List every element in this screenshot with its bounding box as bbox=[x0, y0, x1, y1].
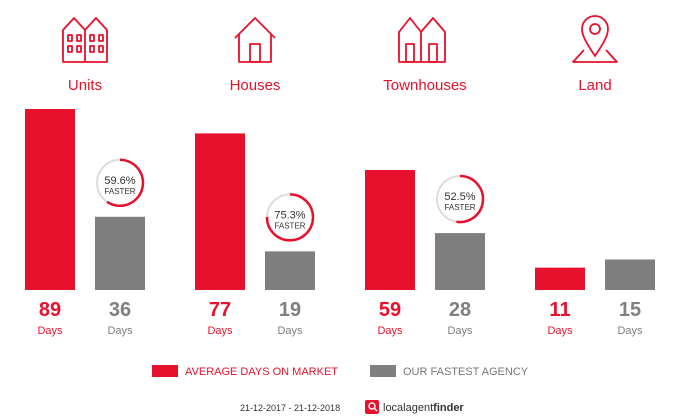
bar-fastest-agency bbox=[95, 216, 145, 290]
value-label: 28 bbox=[449, 299, 471, 321]
faster-percent: 52.5% bbox=[444, 191, 475, 203]
faster-percent: 59.6% bbox=[104, 175, 135, 187]
value-label: 59 bbox=[379, 299, 401, 321]
bar-average-days bbox=[195, 133, 245, 290]
value-label: 11 bbox=[549, 299, 570, 321]
value-label: 36 bbox=[109, 299, 131, 321]
brand-name: localagentfinder bbox=[383, 402, 464, 414]
faster-label: FASTER bbox=[104, 187, 135, 196]
legend-label-avg: AVERAGE DAYS ON MARKET bbox=[185, 366, 338, 378]
faster-percent: 75.3% bbox=[274, 209, 305, 221]
legend-label-agency: OUR FASTEST AGENCY bbox=[403, 366, 529, 378]
category-icons bbox=[62, 15, 618, 63]
category-labels: Units Houses Townhouses Land bbox=[68, 77, 612, 94]
unit-label: Days bbox=[37, 325, 63, 337]
gauge-arc bbox=[106, 158, 145, 207]
unit-label: Days bbox=[547, 325, 573, 337]
gauge-arc bbox=[456, 174, 485, 224]
bar-average-days bbox=[365, 170, 415, 290]
house-icon bbox=[234, 17, 276, 63]
brand-icon bbox=[365, 400, 379, 414]
legend-swatch-avg bbox=[152, 365, 178, 377]
faster-label: FASTER bbox=[444, 203, 475, 212]
unit-label: Days bbox=[107, 325, 133, 337]
value-label: 15 bbox=[619, 299, 641, 321]
land-pin-icon bbox=[572, 15, 618, 63]
unit-label: Days bbox=[617, 325, 643, 337]
legend: AVERAGE DAYS ON MARKET OUR FASTEST AGENC… bbox=[152, 365, 529, 378]
faster-gauge: 52.5%FASTER bbox=[434, 173, 486, 226]
faster-gauge: 75.3%FASTER bbox=[264, 191, 316, 244]
footer: 21-12-2017 - 21-12-2018 localagentfinder bbox=[240, 400, 464, 414]
bar-fastest-agency bbox=[265, 251, 315, 290]
value-labels: 89 Days 36 Days 77 Days 19 Days 59 Days 28 Days 11 Da… bbox=[37, 299, 643, 337]
unit-label: Days bbox=[277, 325, 303, 337]
category-label: Land bbox=[578, 77, 611, 94]
townhouses-icon bbox=[398, 17, 446, 63]
bar-average-days bbox=[25, 109, 75, 290]
brand-logo: localagentfinder bbox=[365, 400, 464, 414]
gauge-arc bbox=[265, 193, 315, 242]
legend-swatch-agency bbox=[370, 365, 396, 377]
category-label: Units bbox=[68, 77, 102, 94]
bar-fastest-agency bbox=[435, 233, 485, 290]
date-range: 21-12-2017 - 21-12-2018 bbox=[240, 403, 340, 413]
bars bbox=[25, 109, 655, 290]
category-label: Houses bbox=[230, 77, 281, 94]
category-label: Townhouses bbox=[383, 77, 466, 94]
unit-label: Days bbox=[207, 325, 233, 337]
bar-average-days bbox=[535, 267, 585, 290]
value-label: 89 bbox=[39, 299, 61, 321]
bar-fastest-agency bbox=[605, 259, 655, 290]
unit-label: Days bbox=[447, 325, 473, 337]
unit-label: Days bbox=[377, 325, 403, 337]
faster-gauge: 59.6%FASTER bbox=[94, 156, 146, 209]
faster-label: FASTER bbox=[274, 221, 305, 230]
value-label: 19 bbox=[279, 299, 301, 321]
value-label: 77 bbox=[209, 299, 231, 321]
units-icon bbox=[62, 17, 108, 63]
